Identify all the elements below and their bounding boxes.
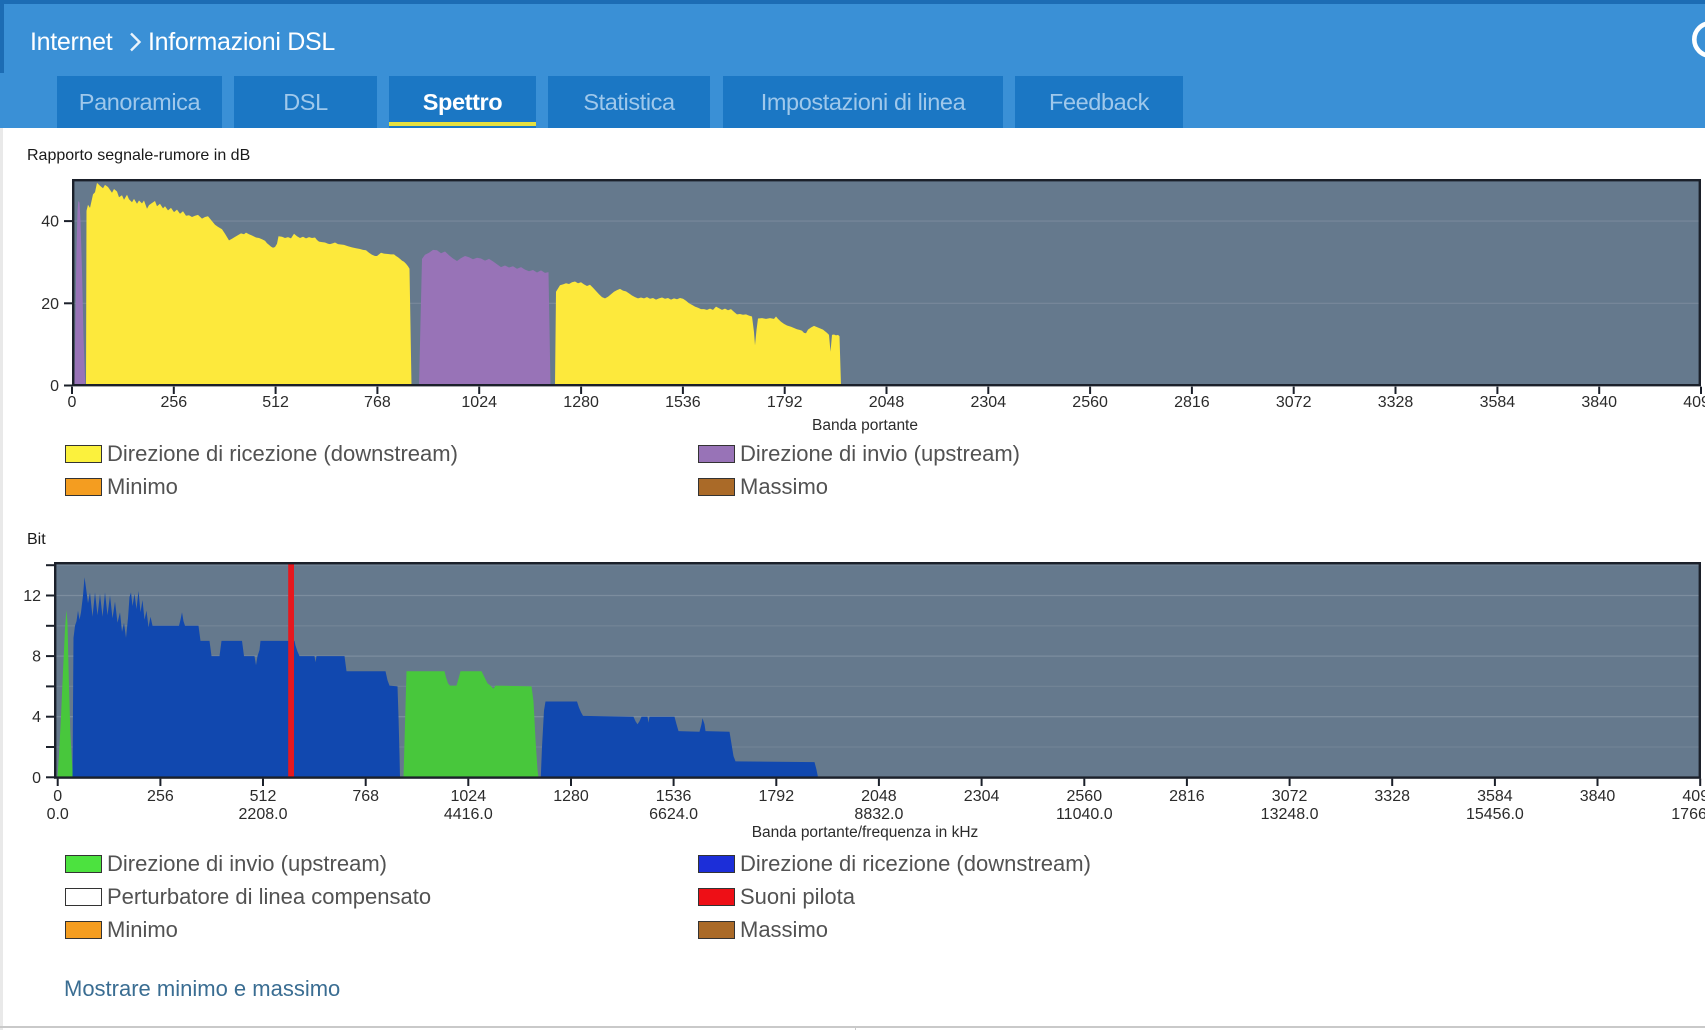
svg-text:12: 12 [23, 588, 41, 605]
svg-text:512: 512 [250, 788, 277, 805]
svg-text:Banda portante: Banda portante [812, 417, 918, 434]
svg-text:768: 768 [352, 788, 379, 805]
svg-text:2304: 2304 [964, 788, 1000, 805]
svg-text:4: 4 [32, 709, 41, 726]
svg-text:2048: 2048 [861, 788, 897, 805]
svg-text:2816: 2816 [1169, 788, 1205, 805]
svg-text:3328: 3328 [1378, 394, 1414, 411]
svg-text:3584: 3584 [1477, 788, 1513, 805]
svg-text:1792: 1792 [759, 788, 795, 805]
svg-text:2560: 2560 [1067, 788, 1103, 805]
svg-text:3840: 3840 [1581, 394, 1617, 411]
svg-text:1024: 1024 [461, 394, 497, 411]
svg-text:0: 0 [32, 770, 41, 787]
svg-text:2560: 2560 [1072, 394, 1108, 411]
svg-text:2048: 2048 [869, 394, 905, 411]
svg-text:256: 256 [147, 788, 174, 805]
svg-text:6624.0: 6624.0 [649, 806, 698, 823]
svg-text:4416.0: 4416.0 [444, 806, 493, 823]
svg-text:4096: 4096 [1683, 394, 1705, 411]
svg-text:768: 768 [364, 394, 391, 411]
svg-text:20: 20 [41, 296, 59, 313]
svg-text:0.0: 0.0 [47, 806, 69, 823]
svg-text:8: 8 [32, 649, 41, 666]
svg-text:1280: 1280 [553, 788, 589, 805]
svg-text:1536: 1536 [665, 394, 701, 411]
svg-text:2816: 2816 [1174, 394, 1210, 411]
svg-text:17664.0: 17664.0 [1671, 806, 1705, 823]
svg-text:4096: 4096 [1682, 788, 1705, 805]
svg-text:0: 0 [68, 394, 77, 411]
svg-text:1536: 1536 [656, 788, 692, 805]
svg-text:1024: 1024 [451, 788, 487, 805]
svg-text:0: 0 [50, 378, 59, 395]
svg-text:8832.0: 8832.0 [854, 806, 903, 823]
svg-text:3840: 3840 [1580, 788, 1616, 805]
svg-text:2304: 2304 [971, 394, 1007, 411]
svg-text:3328: 3328 [1374, 788, 1410, 805]
svg-text:11040.0: 11040.0 [1056, 806, 1113, 823]
svg-text:2208.0: 2208.0 [239, 806, 288, 823]
svg-text:1280: 1280 [563, 394, 599, 411]
svg-text:256: 256 [160, 394, 187, 411]
svg-text:0: 0 [53, 788, 62, 805]
svg-text:15456.0: 15456.0 [1466, 806, 1524, 823]
svg-text:3584: 3584 [1480, 394, 1516, 411]
svg-text:3072: 3072 [1272, 788, 1308, 805]
svg-text:13248.0: 13248.0 [1261, 806, 1319, 823]
svg-text:1792: 1792 [767, 394, 803, 411]
svg-text:40: 40 [41, 214, 59, 231]
svg-text:512: 512 [262, 394, 289, 411]
svg-text:Banda portante/frequenza in kH: Banda portante/frequenza in kHz [752, 824, 979, 841]
svg-text:3072: 3072 [1276, 394, 1312, 411]
